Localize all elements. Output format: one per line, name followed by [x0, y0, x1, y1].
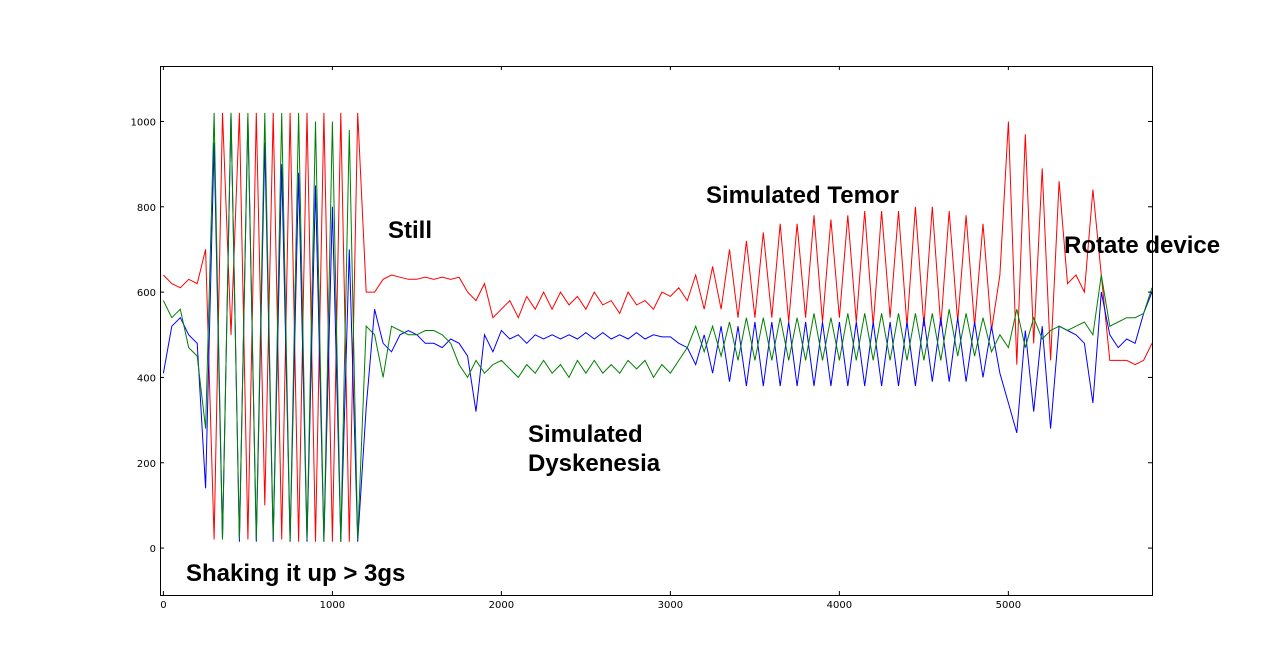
- y-tick-label: 800: [137, 203, 156, 214]
- y-tick-label: 600: [137, 288, 156, 299]
- y-tick-label: 0: [150, 544, 156, 555]
- annotation-still: Still: [388, 217, 432, 244]
- annotation-rotate-device: Rotate device: [1064, 232, 1220, 259]
- x-tick-label: 3000: [658, 600, 683, 611]
- plot-frame: [160, 66, 1153, 596]
- axis-ticks: 0 1000 2000 3000 4000 5000 0 200 400 600 800 1000: [131, 66, 1152, 611]
- x-tick-label: 4000: [827, 600, 852, 611]
- annotation-simulated: Simulated: [528, 421, 643, 448]
- x-tick-label: 2000: [489, 600, 514, 611]
- x-tick-label: 5000: [996, 600, 1021, 611]
- annotation-simulated-tremor: Simulated Temor: [706, 182, 899, 209]
- series-line-2: [162, 112, 1153, 542]
- annotation-shaking: Shaking it up > 3gs: [186, 560, 405, 587]
- annotation-dyskenesia: Dyskenesia: [528, 450, 661, 477]
- x-tick-label: 0: [160, 600, 166, 611]
- y-tick-label: 200: [137, 459, 156, 470]
- y-tick-label: 1000: [131, 117, 156, 128]
- x-tick-label: 1000: [320, 600, 345, 611]
- y-tick-label: 400: [137, 373, 156, 384]
- series-layer: [162, 112, 1153, 542]
- series-line-1: [162, 112, 1153, 542]
